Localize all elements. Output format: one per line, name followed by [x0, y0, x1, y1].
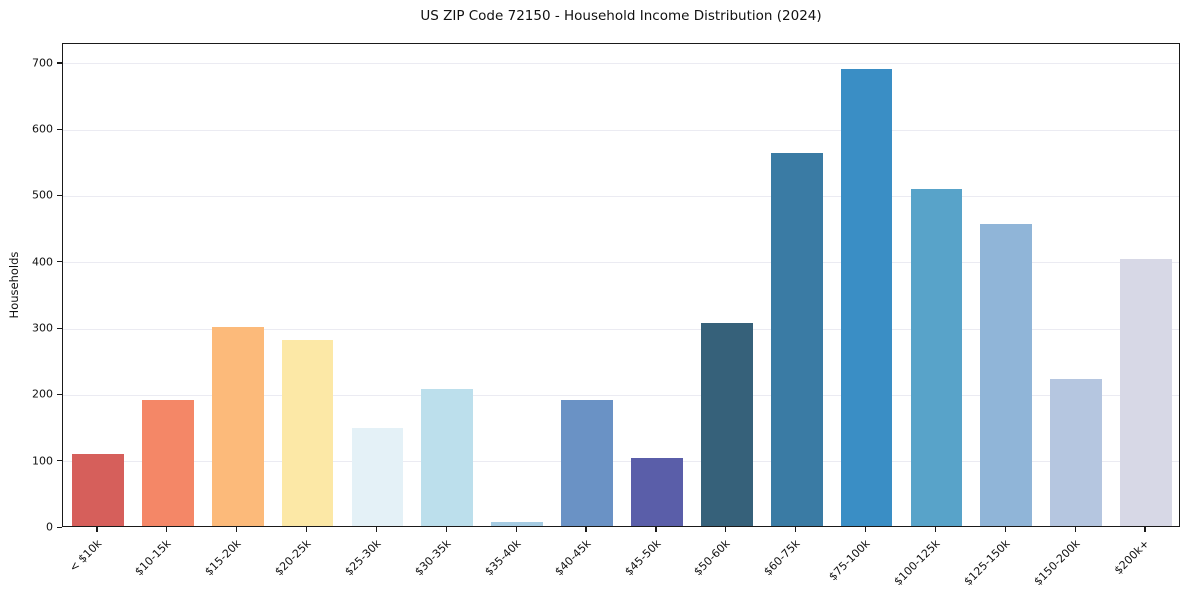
x-tick-label: $15-20k [202, 537, 244, 579]
bar-10-15k [141, 400, 194, 526]
gridline [63, 63, 1179, 65]
x-tick-label: $35-40k [482, 537, 524, 579]
bar-100-125k [910, 189, 963, 526]
chart-title: US ZIP Code 72150 - Household Income Dis… [420, 8, 822, 24]
x-tick-label: $40-45k [551, 537, 594, 579]
x-tick-mark [1074, 527, 1076, 532]
y-tick-label: 600 [32, 122, 53, 136]
y-tick-mark [57, 261, 62, 263]
bar-35-40k [491, 522, 544, 526]
x-tick-mark [864, 527, 867, 532]
bar-20-25k [281, 340, 334, 526]
x-tick-label: $30-35k [412, 537, 454, 579]
x-tick-label: $75-100k [826, 537, 873, 584]
bar-50-60k [700, 323, 753, 526]
y-axis-label: Households [7, 251, 21, 319]
x-tick-label: $100-125k [891, 537, 943, 589]
gridline [63, 461, 1179, 463]
bar-60-75k [770, 153, 823, 526]
y-tick-mark [57, 327, 62, 329]
gridline [63, 394, 1179, 396]
x-tick-mark [515, 527, 517, 532]
y-tick-mark [57, 460, 62, 462]
bar-45-50k [631, 458, 683, 526]
x-tick-mark [445, 527, 447, 532]
x-tick-label: < $10k [66, 537, 105, 575]
x-tick-label: $45-50k [621, 537, 664, 579]
y-tick-mark [57, 194, 62, 197]
x-tick-mark [725, 527, 727, 532]
bar-150-200k [1050, 378, 1103, 526]
gridline [63, 328, 1179, 330]
x-tick-label: $25-30k [342, 537, 384, 579]
x-tick-label: $60-75k [761, 537, 803, 579]
y-tick-mark [57, 526, 62, 528]
x-tick-mark [585, 527, 587, 532]
x-tick-mark [795, 527, 797, 532]
x-tick-mark [1144, 527, 1146, 532]
gridline [63, 129, 1179, 131]
x-tick-label: $20-25k [272, 537, 314, 579]
y-tick-mark [57, 128, 62, 130]
x-tick-mark [166, 527, 168, 532]
y-tick-label: 700 [32, 56, 53, 70]
x-tick-mark [305, 527, 308, 532]
bar-75-100k [840, 68, 893, 526]
x-tick-label: $10-15k [132, 537, 175, 579]
bar-200k [1120, 258, 1172, 526]
x-tick-mark [236, 527, 238, 532]
y-tick-label: 0 [46, 520, 53, 534]
y-tick-label: 300 [32, 321, 53, 335]
y-tick-label: 500 [32, 188, 53, 202]
gridline [63, 262, 1179, 264]
x-tick-mark [934, 527, 937, 532]
plot-area [62, 43, 1180, 527]
bar-25-30k [351, 427, 404, 526]
x-tick-mark [1004, 527, 1006, 532]
y-tick-label: 100 [32, 454, 53, 468]
y-tick-label: 400 [32, 255, 53, 269]
x-tick-label: $50-60k [691, 537, 734, 579]
y-tick-mark [57, 393, 62, 396]
bar-40-45k [561, 400, 613, 526]
y-tick-mark [57, 62, 62, 64]
x-tick-label: $150-200k [1031, 537, 1083, 589]
bar-30-35k [421, 389, 474, 526]
y-tick-label: 200 [32, 387, 53, 401]
x-tick-mark [655, 527, 657, 532]
x-tick-label: $125-150k [961, 537, 1013, 589]
gridline [63, 195, 1179, 197]
x-tick-mark [375, 527, 378, 532]
x-tick-label: $200k+ [1112, 537, 1153, 578]
bar-125-150k [980, 223, 1033, 526]
x-tick-mark [96, 527, 98, 532]
bar-10k [72, 454, 124, 526]
bar-15-20k [211, 327, 264, 526]
